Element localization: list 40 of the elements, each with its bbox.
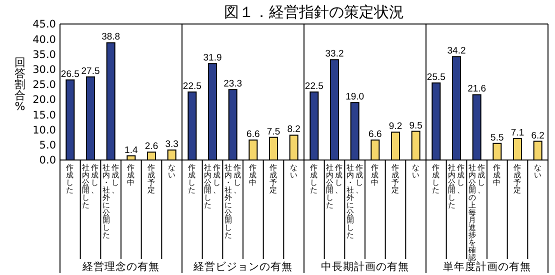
data-label: 26.5 xyxy=(60,68,80,80)
text: 経営理念の有無 xyxy=(82,260,160,273)
data-label: 33.2 xyxy=(325,48,344,60)
text: 中長期計画の有無 xyxy=(321,260,409,273)
data-label: 6.6 xyxy=(246,129,260,140)
data-label: 22.5 xyxy=(182,81,202,92)
data-label: 23.3 xyxy=(224,78,242,90)
data-label: 6.6 xyxy=(368,129,382,140)
y-tick-label: 20.0 xyxy=(32,94,56,106)
data-label: 7.1 xyxy=(510,128,524,139)
data-label: 19.0 xyxy=(346,92,364,103)
data-label: 38.8 xyxy=(102,32,120,43)
text: 経営ビジョンの有無 xyxy=(192,260,292,273)
y-tick-label: 30.0 xyxy=(32,64,56,76)
data-label: 34.2 xyxy=(447,46,466,57)
chart-title: 図１．経営指針の策定状況 xyxy=(224,3,404,21)
data-label: 21.6 xyxy=(468,84,486,95)
y-tick-label: 40.0 xyxy=(32,34,56,46)
y-tick-label: 5.0 xyxy=(39,140,56,152)
y-tick-label: 0.0 xyxy=(39,154,56,167)
data-label: 25.5 xyxy=(426,72,446,83)
data-label: 2.6 xyxy=(144,141,158,152)
data-label: 27.5 xyxy=(81,66,100,77)
data-label: 8.2 xyxy=(287,124,300,136)
y-tick-label: 45.0 xyxy=(32,18,56,31)
y-axis-title: 回答割合% xyxy=(14,56,26,113)
data-label: 22.5 xyxy=(304,81,324,92)
data-label: 7.5 xyxy=(266,126,280,138)
text: 単年度計画の有無 xyxy=(443,260,531,273)
data-label: 31.9 xyxy=(203,52,222,64)
y-tick-label: 10.0 xyxy=(32,124,56,136)
data-label: 1.4 xyxy=(124,144,138,156)
y-tick-label: 25.0 xyxy=(32,79,56,92)
data-label: 5.5 xyxy=(490,132,504,144)
data-label: 3.3 xyxy=(165,139,178,150)
y-tick-label: 15.0 xyxy=(32,109,56,122)
data-label: 9.5 xyxy=(409,120,422,132)
data-label: 6.2 xyxy=(531,130,544,142)
data-label: 9.2 xyxy=(388,121,402,132)
y-tick-label: 35.0 xyxy=(32,48,56,61)
